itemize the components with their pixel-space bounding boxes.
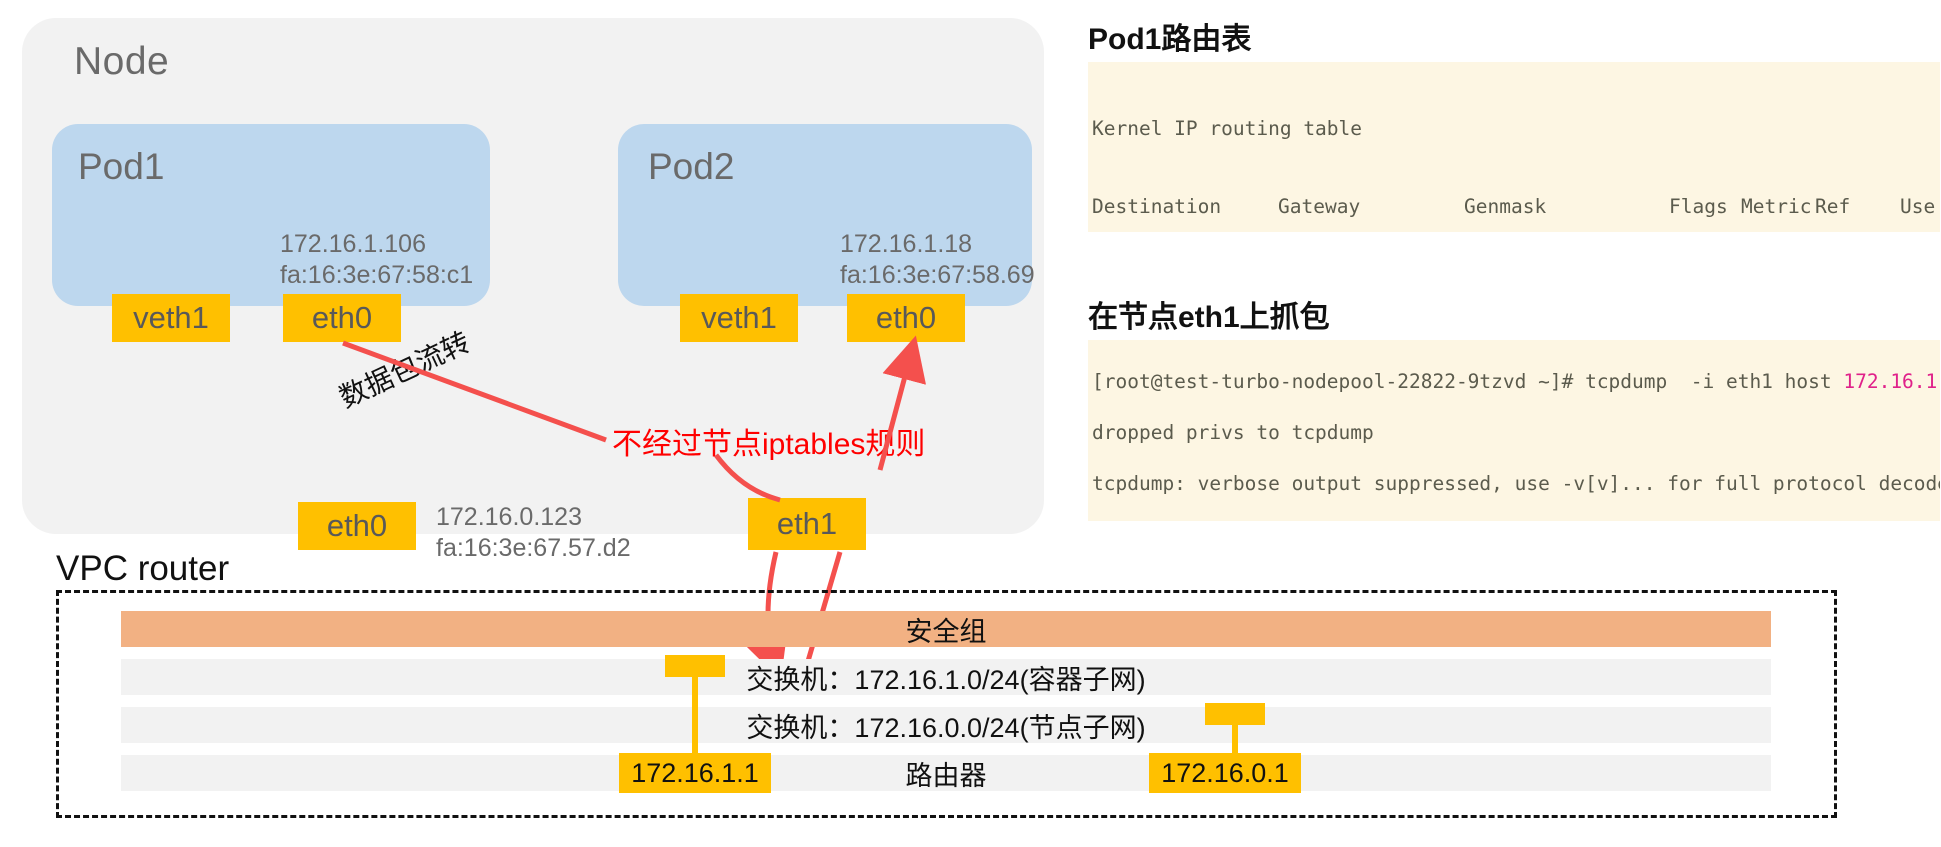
pod2-veth1-interface[interactable]: veth1 bbox=[680, 294, 798, 342]
routing-table-header-row: Destination Gateway Genmask Flags Metric Ref U… bbox=[1092, 194, 1936, 218]
switch-container-subnet-bar: 交换机：172.16.1.0/24(容器子网) bbox=[121, 659, 1771, 695]
pod2-ip-mac: 172.16.1.18 fa:16:3e:67:58.69 bbox=[840, 230, 1035, 289]
node-eth0-interface[interactable]: eth0 bbox=[298, 502, 416, 550]
routing-table-console: Kernel IP routing table Destination Gatew… bbox=[1088, 62, 1940, 232]
router-bar: 路由器 bbox=[121, 755, 1771, 791]
routing-table-kernel-line: Kernel IP routing table bbox=[1092, 117, 1363, 141]
pod1-label: Pod1 bbox=[78, 146, 165, 187]
tcpdump-line: tcpdump: verbose output suppressed, use … bbox=[1092, 472, 1940, 496]
routing-table-title: Pod1路由表 bbox=[1088, 23, 1252, 56]
tcpdump-prompt-line: [root@test-turbo-nodepool-22822-9tzvd ~]… bbox=[1092, 370, 1940, 394]
pod1-container bbox=[52, 124, 490, 306]
container-subnet-connector-tab bbox=[665, 655, 725, 677]
iptables-bypass-annotation: 不经过节点iptables规则 bbox=[612, 428, 926, 461]
security-group-bar: 安全组 bbox=[121, 611, 1771, 647]
tcpdump-console: [root@test-turbo-nodepool-22822-9tzvd ~]… bbox=[1088, 340, 1940, 521]
pod2-eth0-interface[interactable]: eth0 bbox=[847, 294, 965, 342]
tcpdump-line: dropped privs to tcpdump bbox=[1092, 421, 1374, 445]
pod2-label: Pod2 bbox=[648, 146, 735, 187]
pod2-container bbox=[618, 124, 1032, 306]
node-eth0-ip-mac: 172.16.0.123 fa:16:3e:67.57.d2 bbox=[436, 503, 631, 562]
pod1-eth0-interface[interactable]: eth0 bbox=[283, 294, 401, 342]
vpc-router-title: VPC router bbox=[56, 549, 230, 588]
pod1-ip-mac: 172.16.1.106 fa:16:3e:67:58:c1 bbox=[280, 230, 474, 289]
switch-node-subnet-bar: 交换机：172.16.0.0/24(节点子网) bbox=[121, 707, 1771, 743]
node-gateway-chip[interactable]: 172.16.0.1 bbox=[1149, 753, 1301, 793]
container-subnet-connector-stem bbox=[692, 677, 698, 755]
vpc-router-container: 安全组 交换机：172.16.1.0/24(容器子网) 交换机：172.16.0… bbox=[56, 590, 1837, 818]
node-eth1-interface[interactable]: eth1 bbox=[748, 498, 866, 550]
container-gateway-chip[interactable]: 172.16.1.1 bbox=[619, 753, 771, 793]
pod1-veth1-interface[interactable]: veth1 bbox=[112, 294, 230, 342]
node-subnet-connector-stem bbox=[1232, 725, 1238, 755]
tcpdump-title: 在节点eth1上抓包 bbox=[1088, 301, 1330, 334]
node-subnet-connector-tab bbox=[1205, 703, 1265, 725]
node-label: Node bbox=[74, 40, 170, 83]
